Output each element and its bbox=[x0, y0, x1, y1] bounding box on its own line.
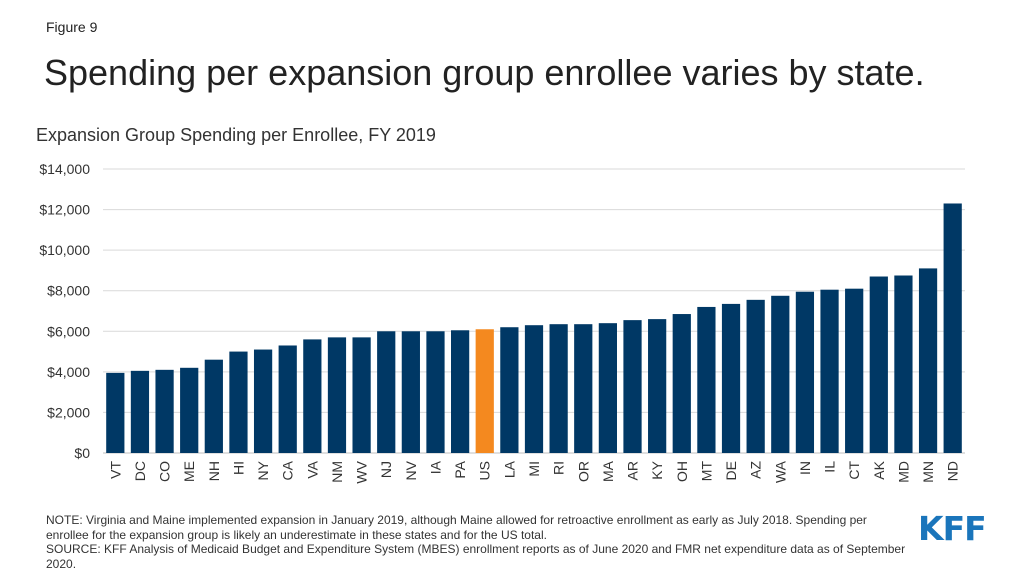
x-tick-label: NH bbox=[206, 461, 222, 481]
y-tick-label: $4,000 bbox=[47, 364, 90, 380]
y-tick-label: $10,000 bbox=[39, 242, 90, 258]
bar-ca bbox=[278, 345, 297, 453]
x-tick-label: AK bbox=[871, 460, 887, 479]
x-tick-label: DC bbox=[132, 461, 148, 481]
bar-va bbox=[303, 339, 322, 453]
bar-md bbox=[894, 275, 913, 453]
bar-hi bbox=[229, 351, 248, 453]
bar-nm bbox=[327, 337, 347, 453]
note-text: NOTE: Virginia and Maine implemented exp… bbox=[46, 513, 867, 542]
x-tick-label: AR bbox=[625, 461, 641, 480]
x-tick-label: CT bbox=[846, 461, 862, 480]
y-tick-label: $2,000 bbox=[47, 404, 90, 420]
x-tick-label: IN bbox=[797, 461, 813, 475]
bar-vt bbox=[106, 372, 125, 453]
footnotes: NOTE: Virginia and Maine implemented exp… bbox=[46, 513, 906, 571]
bar-ct bbox=[845, 288, 864, 453]
bar-nh bbox=[204, 359, 223, 453]
x-tick-label: CO bbox=[157, 461, 173, 482]
bar-ma bbox=[598, 323, 617, 453]
bar-ar bbox=[623, 320, 642, 453]
x-tick-label: OR bbox=[575, 461, 591, 482]
bar-il bbox=[820, 289, 839, 453]
bar-mn bbox=[918, 268, 938, 453]
y-tick-label: $12,000 bbox=[39, 202, 90, 218]
bar-mi bbox=[524, 325, 544, 453]
source-text: SOURCE: KFF Analysis of Medicaid Budget … bbox=[46, 542, 906, 571]
x-tick-label: IA bbox=[427, 460, 443, 474]
bar-pa bbox=[451, 330, 470, 453]
x-tick-label: VT bbox=[107, 461, 123, 479]
x-tick-label: MD bbox=[895, 461, 911, 483]
bar-oh bbox=[672, 314, 691, 453]
x-tick-label: PA bbox=[452, 460, 468, 478]
bar-de bbox=[721, 303, 741, 453]
x-tick-label: AZ bbox=[748, 461, 764, 479]
x-tick-label: MT bbox=[698, 461, 714, 482]
bar-in bbox=[795, 291, 815, 453]
x-tick-label: RI bbox=[551, 461, 567, 475]
bar-or bbox=[574, 324, 593, 453]
y-tick-label: $8,000 bbox=[47, 283, 90, 299]
x-tick-label: MA bbox=[600, 460, 616, 482]
bar-us bbox=[475, 329, 494, 453]
bar-wv bbox=[352, 337, 371, 453]
bar-ny bbox=[253, 349, 273, 453]
x-tick-label: ND bbox=[945, 461, 961, 481]
x-tick-label: NM bbox=[329, 461, 345, 483]
bar-ia bbox=[426, 331, 445, 453]
x-tick-label: NY bbox=[255, 460, 271, 480]
y-tick-label: $6,000 bbox=[47, 323, 90, 339]
bar-co bbox=[155, 369, 174, 453]
x-tick-label: OH bbox=[674, 461, 690, 482]
bar-ak bbox=[869, 276, 888, 453]
bar-nv bbox=[401, 331, 420, 453]
bar-mt bbox=[697, 306, 716, 453]
x-tick-label: US bbox=[477, 461, 493, 480]
x-axis-ticks: VT DC CO ME NH HI NY CA VA NM WV NJ NV IA PA US LA MI RI OR… bbox=[107, 460, 960, 483]
bar-wa bbox=[771, 295, 790, 453]
x-tick-label: ME bbox=[181, 461, 197, 482]
bar-az bbox=[746, 299, 765, 453]
chart-title: Expansion Group Spending per Enrollee, F… bbox=[36, 125, 436, 145]
x-tick-label: MN bbox=[920, 461, 936, 483]
x-tick-label: NV bbox=[403, 460, 419, 480]
bar-chart: $0 $2,000 $4,000 $6,000 $8,000 $10,000 $12,000… bbox=[39, 161, 965, 484]
x-tick-label: WV bbox=[354, 460, 370, 483]
bar-ky bbox=[648, 319, 667, 453]
bar-nd bbox=[943, 203, 962, 453]
bar-dc bbox=[130, 370, 150, 453]
bar-ri bbox=[549, 324, 568, 453]
x-tick-label: CA bbox=[280, 460, 296, 480]
bars bbox=[106, 203, 962, 453]
x-tick-label: NJ bbox=[378, 461, 394, 478]
bar-nj bbox=[377, 331, 396, 453]
x-tick-label: MI bbox=[526, 461, 542, 477]
kff-logo: KFF bbox=[918, 509, 987, 548]
figure-label: Figure 9 bbox=[46, 19, 98, 35]
x-tick-label: VA bbox=[304, 460, 320, 478]
x-tick-label: WA bbox=[772, 460, 788, 483]
x-tick-label: DE bbox=[723, 461, 739, 480]
x-tick-label: HI bbox=[230, 461, 246, 475]
page-title: Spending per expansion group enrollee va… bbox=[44, 52, 925, 93]
y-tick-label: $14,000 bbox=[39, 161, 90, 177]
bar-me bbox=[180, 367, 199, 453]
x-tick-label: KY bbox=[649, 460, 665, 479]
y-axis-ticks: $0 $2,000 $4,000 $6,000 $8,000 $10,000 $12,000… bbox=[39, 161, 90, 461]
y-tick-label: $0 bbox=[74, 445, 90, 461]
x-tick-label: IL bbox=[822, 461, 838, 473]
bar-la bbox=[500, 327, 519, 453]
x-tick-label: LA bbox=[501, 460, 517, 478]
